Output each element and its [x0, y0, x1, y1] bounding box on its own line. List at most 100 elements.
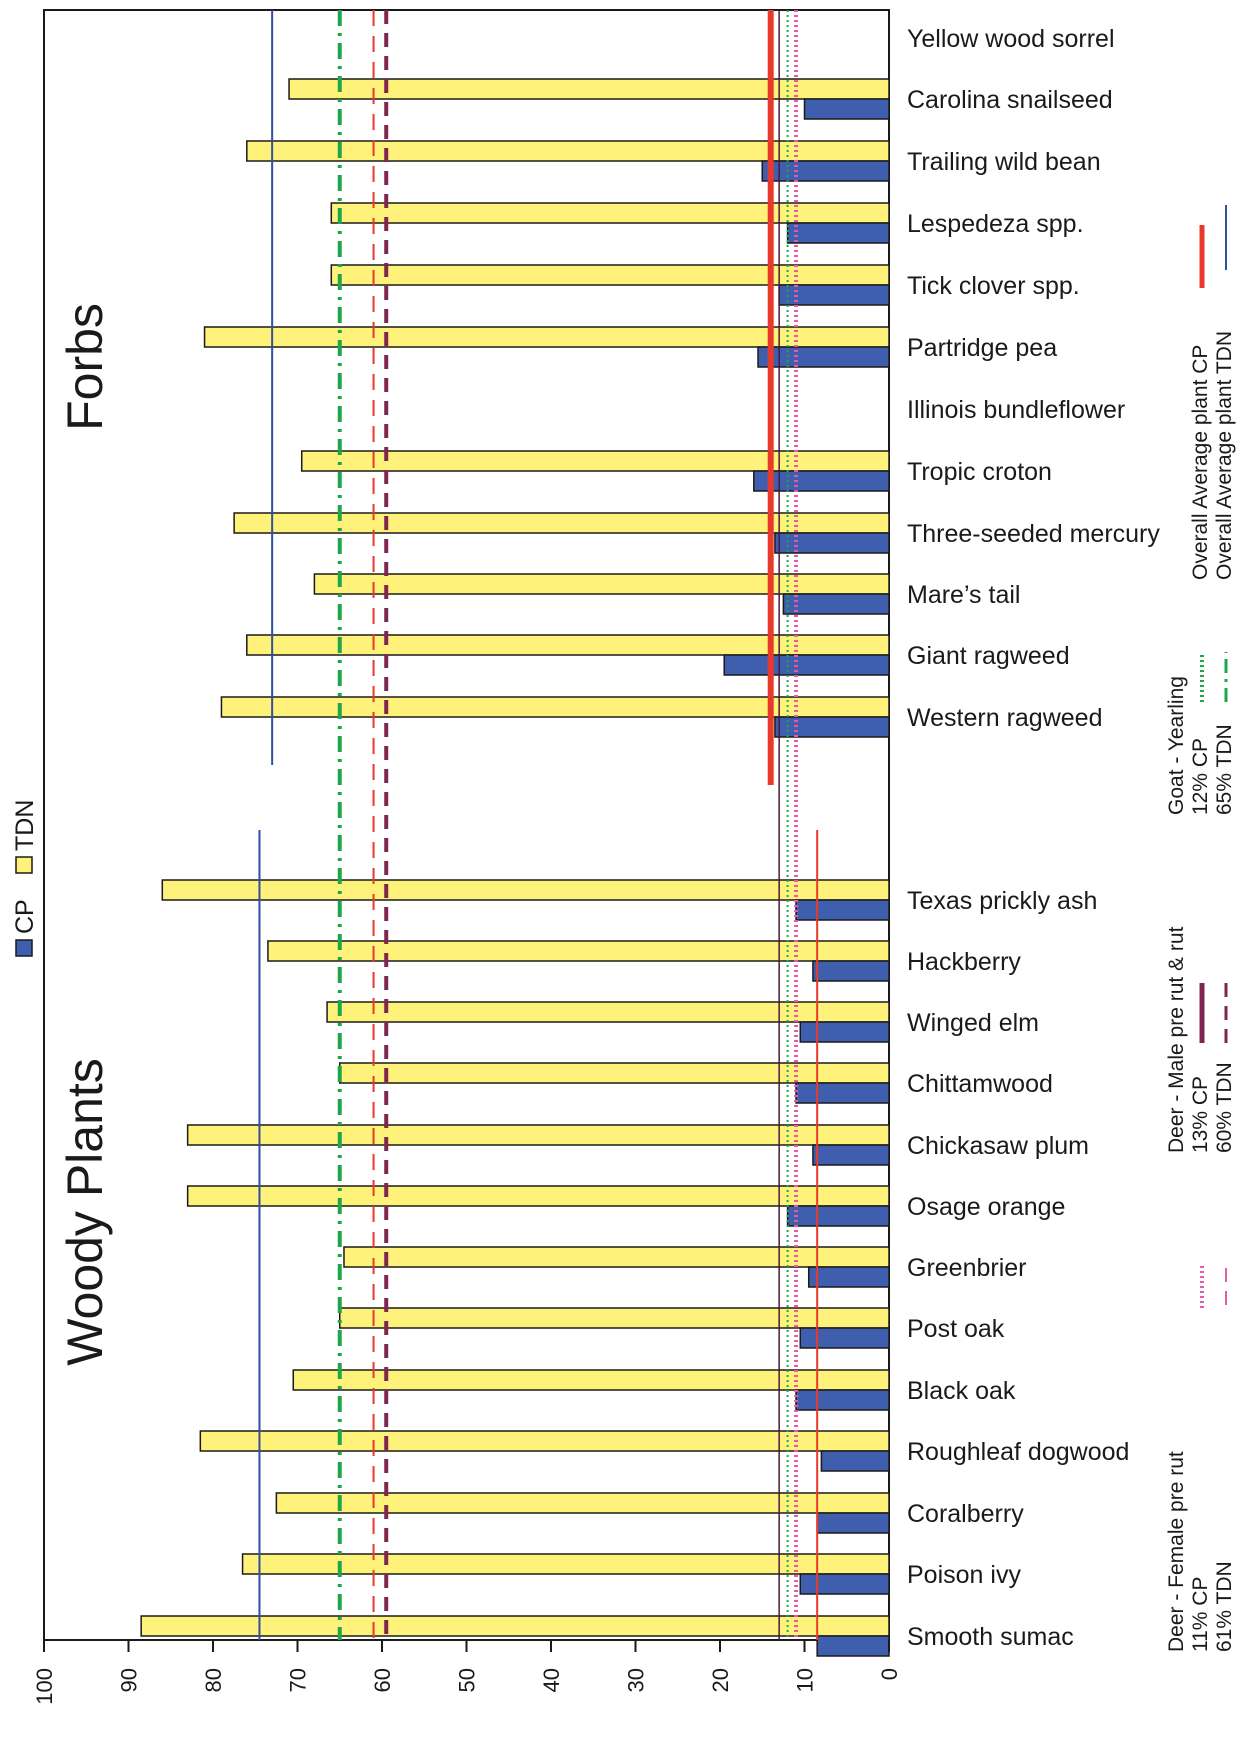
tdn-bar [186, 1185, 890, 1207]
tick-label: 20 [708, 1668, 733, 1692]
tdn-bar [339, 1062, 890, 1084]
cp-bar [761, 160, 890, 182]
tdn-bar [199, 1430, 890, 1452]
cp-bar [799, 1327, 890, 1349]
category-label: Osage orange [907, 1193, 1065, 1221]
cp-bar [812, 1144, 890, 1166]
cp-bar [795, 899, 890, 921]
cp-bar [816, 1635, 890, 1657]
category-label: Post oak [907, 1315, 1005, 1343]
legend-swatch-tdn [15, 856, 33, 874]
category-label: Western ragweed [907, 704, 1102, 732]
cp-bar [782, 593, 890, 615]
tick-label: 70 [286, 1668, 311, 1692]
legend-label-tdn: TDN [11, 800, 39, 851]
tdn-bar [246, 634, 890, 656]
tdn-bar [326, 1001, 890, 1023]
legend-male-title: Deer - Male pre rut & rut [1165, 926, 1188, 1153]
tdn-bar [275, 1492, 890, 1514]
tick-label: 50 [455, 1668, 480, 1692]
category-label: Hackberry [907, 948, 1021, 976]
tdn-bar [339, 1307, 890, 1329]
category-label: Illinois bundleflower [907, 396, 1125, 424]
cp-bar [795, 1082, 890, 1104]
category-label: Roughleaf dogwood [907, 1438, 1129, 1466]
category-label: Trailing wild bean [907, 148, 1101, 176]
tick-label: 60 [370, 1668, 395, 1692]
legend-avg-tdn: Overall Average plant TDN [1213, 331, 1236, 580]
tdn-bar [330, 264, 890, 286]
cp-bar [799, 1573, 890, 1595]
group-label-forbs: Forbs [57, 303, 113, 431]
category-label: Coralberry [907, 1500, 1024, 1528]
tdn-bar [186, 1124, 890, 1146]
legend-female-tdn: 61% TDN [1213, 1561, 1236, 1652]
tick-label: 0 [877, 1668, 902, 1680]
tick-label: 30 [624, 1668, 649, 1692]
legend-swatch-cp [15, 939, 33, 957]
legend-goat-cp: 12% CP [1189, 738, 1212, 815]
tdn-bar [267, 940, 890, 962]
category-labels: Yellow wood sorrel Carolina snailseed Trai… [907, 25, 1160, 1651]
cp-bar [774, 716, 890, 738]
plot-frame [43, 9, 890, 1641]
category-label: Chittamwood [907, 1070, 1053, 1098]
category-label: Partridge pea [907, 334, 1057, 362]
reference-lines [258, 10, 819, 1640]
category-label: Mare’s tail [907, 581, 1020, 609]
cp-bar [795, 1389, 890, 1411]
cp-bar [807, 1266, 890, 1288]
cp-bar [799, 1021, 890, 1043]
cp-bar [803, 98, 890, 120]
tdn-bar [288, 78, 890, 100]
tick-label: 100 [32, 1668, 57, 1705]
category-label: Carolina snailseed [907, 86, 1113, 114]
tdn-bar [241, 1553, 890, 1575]
tick-label: 10 [793, 1668, 818, 1692]
tdn-bar [140, 1615, 890, 1637]
cp-bar [786, 1205, 890, 1227]
tdn-bar [220, 696, 890, 718]
tick-label: 90 [117, 1668, 142, 1692]
category-label: Three-seeded mercury [907, 520, 1160, 548]
category-label: Chickasaw plum [907, 1132, 1089, 1160]
reference-legend: Deer - Female pre rut 11% CP 61% TDN Dee… [1165, 205, 1236, 1652]
category-label: Lespedeza spp. [907, 210, 1084, 238]
tdn-bar [313, 573, 890, 595]
cp-bar [757, 346, 890, 368]
category-label: Tropic croton [907, 458, 1052, 486]
legend-female-title: Deer - Female pre rut [1165, 1451, 1188, 1652]
legend-female-cp: 11% CP [1189, 1577, 1212, 1652]
group-label-woody: Woody Plants [57, 1058, 113, 1366]
category-label: Yellow wood sorrel [907, 25, 1115, 53]
legend-avg-cp: Overall Average plant CP [1189, 345, 1212, 580]
legend-goat-tdn: 65% TDN [1213, 724, 1236, 815]
cp-bar [723, 654, 890, 676]
cp-bar [774, 532, 890, 554]
tdn-bar [246, 140, 890, 162]
cp-bar [786, 222, 890, 244]
tdn-bar [203, 326, 890, 348]
tdn-bar [343, 1246, 890, 1268]
category-label: Giant ragweed [907, 642, 1070, 670]
legend-male-cp: 13% CP [1189, 1076, 1212, 1153]
tick-label: 80 [201, 1668, 226, 1692]
cp-bar [812, 960, 890, 982]
cp-bar [820, 1450, 890, 1472]
value-axis: 0 10 20 30 40 50 60 70 80 90 100 [32, 1640, 902, 1705]
category-label: Tick clover spp. [907, 272, 1080, 300]
bars-layer [140, 78, 890, 1657]
cp-bar [816, 1512, 890, 1534]
tdn-bar [330, 202, 890, 224]
tick-label: 40 [539, 1668, 564, 1692]
tdn-bar [161, 879, 890, 901]
series-legend: CP TDN [11, 800, 39, 957]
category-label: Greenbrier [907, 1254, 1027, 1282]
tdn-bar [300, 450, 890, 472]
tdn-bar [292, 1369, 890, 1391]
category-label: Black oak [907, 1377, 1016, 1405]
cp-bar [753, 470, 890, 492]
legend-male-tdn: 60% TDN [1213, 1062, 1236, 1153]
category-label: Texas prickly ash [907, 887, 1097, 915]
